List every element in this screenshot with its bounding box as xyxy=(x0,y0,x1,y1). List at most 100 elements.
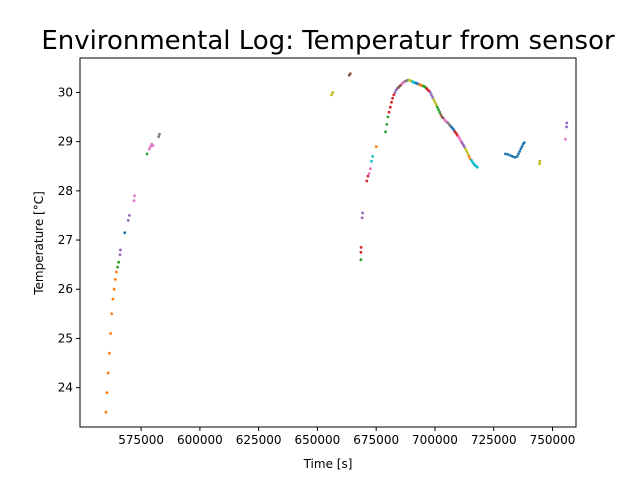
data-point xyxy=(360,216,364,220)
data-point xyxy=(371,155,375,158)
data-point xyxy=(132,199,136,203)
data-point xyxy=(538,162,541,166)
x-tick-label: 725000 xyxy=(471,433,517,447)
data-point xyxy=(111,297,115,301)
data-point xyxy=(385,123,389,126)
data-point xyxy=(348,72,352,76)
data-point xyxy=(331,91,335,94)
data-point xyxy=(522,141,526,145)
data-point xyxy=(147,147,151,151)
data-point xyxy=(538,159,542,163)
data-point xyxy=(466,152,470,156)
data-point xyxy=(368,167,372,171)
data-point xyxy=(518,150,521,153)
data-point xyxy=(105,391,109,394)
data-point xyxy=(438,110,442,114)
data-point xyxy=(519,147,523,151)
data-point xyxy=(367,172,371,176)
data-point xyxy=(359,246,363,249)
data-point xyxy=(115,270,118,274)
x-tick-label: 650000 xyxy=(295,433,341,447)
y-tick-label: 25 xyxy=(58,331,73,345)
data-point xyxy=(434,103,438,107)
x-tick-label: 700000 xyxy=(412,433,458,447)
data-point xyxy=(465,150,469,153)
chart-title: Environmental Log: Temperatur from senso… xyxy=(41,26,615,56)
x-axis-ticks: 575000 600000 625000 650000 675000 700000 7250… xyxy=(118,427,575,447)
data-point xyxy=(361,211,364,215)
data-point xyxy=(359,250,363,254)
data-point xyxy=(393,91,397,94)
data-point xyxy=(504,152,507,156)
y-tick-label: 28 xyxy=(58,184,73,198)
data-point xyxy=(126,219,130,222)
x-tick-label: 675000 xyxy=(353,433,399,447)
data-point xyxy=(133,194,136,198)
data-point xyxy=(435,105,439,109)
data-point xyxy=(508,154,512,157)
data-point xyxy=(437,108,440,112)
data-point xyxy=(462,145,466,149)
y-tick-label: 24 xyxy=(58,381,73,395)
data-point xyxy=(370,159,373,163)
data-point xyxy=(158,132,161,136)
x-axis-label: Time [s] xyxy=(303,457,353,471)
data-point xyxy=(431,96,434,99)
data-point xyxy=(464,147,467,151)
data-point xyxy=(520,145,524,149)
data-point xyxy=(118,253,122,257)
data-point xyxy=(430,93,433,97)
data-point xyxy=(113,278,117,281)
data-point xyxy=(387,110,391,114)
data-point xyxy=(565,125,568,129)
data-point xyxy=(511,155,514,158)
data-point xyxy=(565,121,569,125)
data-point xyxy=(374,145,378,149)
y-tick-label: 27 xyxy=(58,233,73,247)
data-point xyxy=(432,98,436,102)
data-point xyxy=(157,135,161,139)
x-tick-label: 600000 xyxy=(177,433,223,447)
data-point xyxy=(108,351,111,355)
y-axis-ticks: 24 25 26 27 28 29 30 xyxy=(58,85,80,395)
data-point xyxy=(428,91,432,94)
data-point xyxy=(513,156,517,159)
data-point xyxy=(475,165,479,169)
data-point xyxy=(391,96,394,100)
data-point xyxy=(386,115,390,119)
data-point xyxy=(151,144,155,148)
data-point xyxy=(467,155,471,158)
data-point xyxy=(439,113,443,116)
x-tick-label: 625000 xyxy=(236,433,282,447)
data-point xyxy=(359,258,363,262)
y-tick-label: 29 xyxy=(58,135,73,149)
data-point xyxy=(392,93,396,97)
data-point xyxy=(109,332,112,335)
data-point xyxy=(123,231,127,235)
data-point xyxy=(117,260,120,264)
y-tick-label: 30 xyxy=(58,85,73,99)
data-point xyxy=(506,153,510,156)
data-point xyxy=(564,137,567,141)
data-point xyxy=(112,287,116,291)
data-point xyxy=(388,105,392,109)
plot-area xyxy=(79,57,577,428)
data-point xyxy=(127,214,131,217)
data-point xyxy=(330,93,333,97)
x-tick-label: 575000 xyxy=(118,433,164,447)
data-points xyxy=(104,72,569,414)
data-point xyxy=(116,265,119,269)
data-point xyxy=(106,371,110,375)
data-point xyxy=(433,100,437,104)
data-point xyxy=(365,179,369,183)
data-point xyxy=(366,174,370,178)
data-point xyxy=(119,248,122,252)
data-point xyxy=(390,100,393,104)
y-axis-label: Temperature [°C] xyxy=(32,191,46,296)
data-point xyxy=(515,155,519,158)
data-point xyxy=(145,152,149,156)
y-tick-label: 26 xyxy=(58,282,73,296)
x-tick-label: 750000 xyxy=(530,433,576,447)
data-point xyxy=(104,410,108,414)
